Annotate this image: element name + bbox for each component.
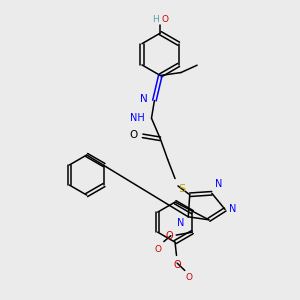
Text: N: N — [177, 218, 185, 228]
Text: N: N — [215, 179, 222, 190]
Text: O: O — [129, 130, 137, 140]
Text: O: O — [165, 231, 172, 241]
Text: O: O — [162, 15, 169, 24]
Text: O: O — [186, 273, 193, 282]
Text: N: N — [229, 204, 236, 214]
Text: O: O — [154, 244, 161, 253]
Text: S: S — [178, 184, 186, 194]
Text: methoxy: methoxy — [162, 244, 168, 245]
Text: N: N — [140, 94, 148, 104]
Text: NH: NH — [130, 112, 145, 123]
Text: O: O — [173, 260, 181, 269]
Text: H: H — [152, 15, 159, 24]
